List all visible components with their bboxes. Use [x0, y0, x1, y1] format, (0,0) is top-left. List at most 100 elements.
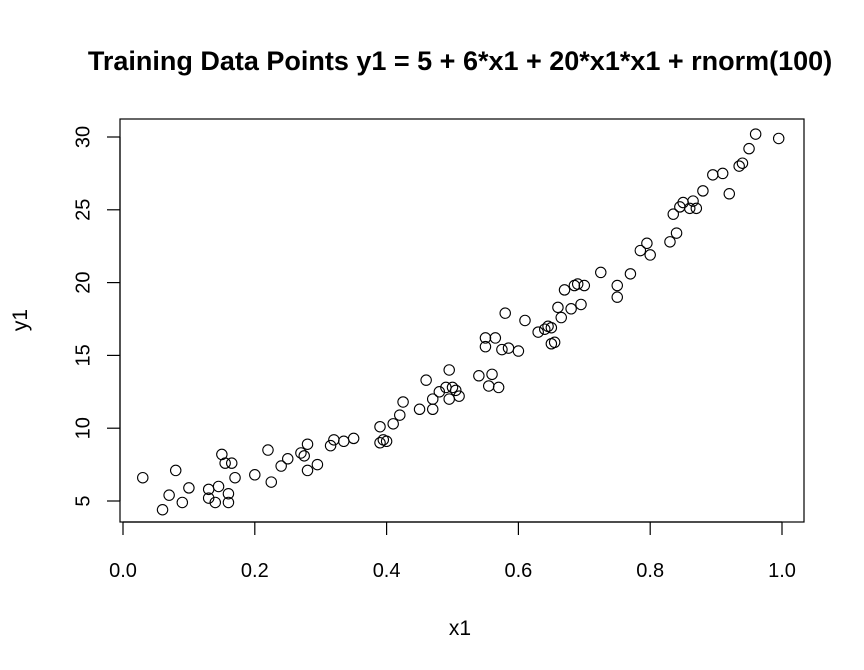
data-point: [347, 432, 360, 445]
data-point: [420, 374, 432, 386]
data-point: [624, 268, 637, 280]
plot-area-border: [119, 118, 805, 523]
data-point: [664, 236, 676, 248]
data-point: [644, 249, 656, 261]
chart-title: Training Data Points y1 = 5 + 6*x1 + 20*…: [88, 46, 832, 76]
data-point: [733, 160, 745, 172]
y-tick-label: 5: [72, 495, 94, 506]
data-point: [512, 345, 525, 357]
data-point: [716, 167, 729, 180]
data-point: [311, 458, 324, 471]
data-point: [611, 291, 623, 303]
x-axis: 0.0 0.2 0.4 0.6 0.8 1.0: [109, 521, 796, 582]
data-point: [723, 188, 736, 200]
data-point: [397, 396, 409, 408]
data-point: [749, 128, 762, 140]
x-tick-label: 0.4: [373, 560, 401, 582]
y-tick-label: 30: [72, 126, 94, 148]
data-point: [262, 444, 274, 456]
data-point: [219, 457, 231, 469]
data-point: [683, 202, 696, 215]
y-axis: 5 10 15 20 25 30: [72, 126, 121, 507]
data-point: [489, 332, 502, 344]
data-point: [667, 208, 680, 220]
x-tick-label: 0.2: [241, 560, 269, 582]
y-tick-label: 20: [72, 271, 94, 293]
data-point: [212, 480, 225, 493]
data-point: [324, 439, 337, 452]
data-point: [670, 227, 683, 239]
data-point: [301, 464, 314, 477]
y-tick-label: 10: [72, 417, 94, 439]
data-point: [473, 370, 485, 382]
data-point: [641, 237, 653, 250]
data-point: [548, 336, 561, 349]
data-point: [163, 489, 175, 501]
data-point: [301, 438, 314, 450]
data-point: [499, 307, 511, 319]
data-point: [482, 380, 495, 392]
data-point: [183, 482, 195, 494]
data-point: [532, 326, 544, 338]
data-point: [492, 381, 505, 394]
data-point: [209, 496, 222, 509]
scatter-points: [137, 128, 785, 516]
data-point: [736, 157, 749, 169]
data-point: [450, 384, 462, 397]
data-point: [156, 503, 169, 516]
data-point: [539, 323, 551, 335]
data-point: [502, 342, 515, 354]
data-point: [380, 435, 393, 448]
data-point: [486, 368, 498, 381]
data-point: [519, 314, 531, 327]
data-point: [687, 195, 699, 207]
x-tick-label: 0.8: [636, 560, 664, 582]
data-point: [496, 343, 508, 356]
y-tick-label: 25: [72, 199, 94, 221]
data-point: [552, 301, 564, 314]
data-point: [707, 169, 719, 181]
data-point: [222, 487, 235, 500]
data-point: [443, 364, 455, 376]
data-point: [697, 185, 709, 197]
y-axis-label: y1: [9, 309, 32, 331]
data-point: [275, 460, 287, 472]
data-point: [394, 409, 406, 421]
data-point: [413, 403, 426, 416]
data-point: [295, 447, 307, 459]
data-point: [743, 142, 755, 155]
data-point: [443, 393, 455, 405]
data-point: [137, 471, 149, 484]
data-point: [298, 450, 310, 462]
data-point: [571, 278, 584, 290]
data-point: [545, 321, 558, 334]
y-ticks: 5 10 15 20 25 30: [72, 126, 120, 507]
data-point: [249, 469, 261, 481]
x-ticks: 0.0 0.2 0.4 0.6 0.8 1.0: [109, 522, 796, 582]
data-point: [479, 340, 492, 353]
data-point: [169, 464, 182, 477]
data-point: [595, 266, 607, 279]
data-point: [176, 496, 189, 509]
data-point: [374, 437, 386, 449]
data-point: [328, 434, 340, 446]
data-point: [281, 453, 294, 465]
data-point: [202, 492, 215, 504]
data-point: [338, 435, 350, 448]
x-axis-label: x1: [449, 617, 471, 640]
data-point: [387, 418, 399, 430]
data-point: [453, 390, 465, 402]
data-point: [578, 279, 591, 292]
data-point: [558, 284, 571, 296]
data-point: [374, 420, 386, 433]
data-point: [265, 476, 278, 488]
data-point: [222, 496, 235, 509]
data-point: [690, 202, 703, 215]
x-tick-label: 0.6: [504, 560, 532, 582]
data-point: [565, 303, 577, 315]
data-point: [446, 381, 459, 394]
data-point: [611, 279, 623, 292]
data-point: [433, 386, 446, 398]
data-point: [225, 457, 238, 469]
